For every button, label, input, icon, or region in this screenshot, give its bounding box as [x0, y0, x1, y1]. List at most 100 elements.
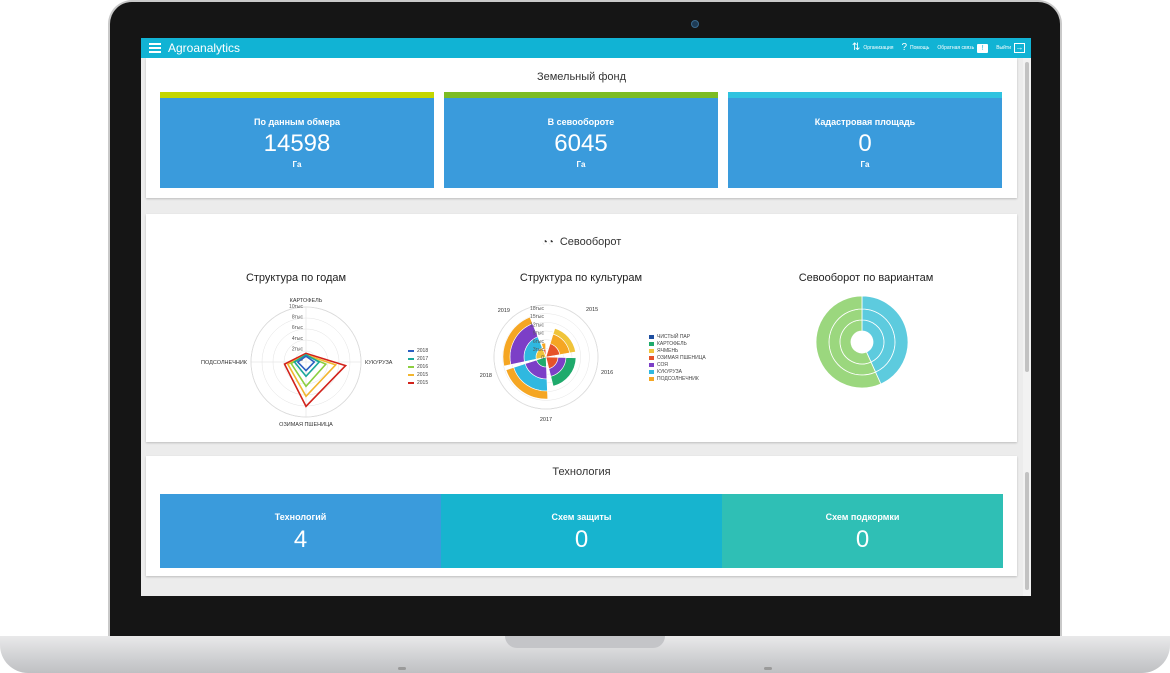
- radar-series-line: [286, 353, 338, 398]
- radar-series-line: [293, 353, 321, 378]
- help-link[interactable]: ? Помощь: [901, 43, 929, 53]
- card-accent-bar: [444, 92, 718, 98]
- legend-swatch: [408, 350, 414, 352]
- donut-segment: [815, 295, 882, 389]
- legend-item[interactable]: СОЯ: [649, 362, 668, 368]
- land-fund-card[interactable]: В севообороте 6045 Га: [444, 92, 718, 188]
- hamburger-icon[interactable]: [149, 43, 161, 53]
- logout-link[interactable]: Выйти →: [996, 43, 1025, 53]
- years-chart-title: Структура по годам: [245, 272, 347, 284]
- variants-chart-title: Севооборот по вариантам: [798, 272, 934, 284]
- legend-item[interactable]: КАРТОФЕЛЬ: [649, 341, 687, 347]
- legend-swatch: [649, 377, 654, 381]
- legend-label: 2015: [417, 372, 429, 378]
- scrollbar-thumb[interactable]: [1025, 62, 1029, 372]
- organization-label: Организация: [863, 45, 894, 51]
- app-title[interactable]: Agroanalytics: [168, 41, 241, 55]
- polar-year-label: 2017: [540, 417, 552, 423]
- polar-segment: [505, 367, 549, 400]
- legend-swatch: [649, 370, 654, 374]
- legend-item[interactable]: 2015: [408, 380, 428, 386]
- legend-swatch: [649, 349, 654, 353]
- technology-card[interactable]: Схем подкормки 0: [722, 494, 1003, 568]
- card-label: Схем подкормки: [825, 512, 900, 522]
- legend-label: КАРТОФЕЛЬ: [657, 341, 687, 347]
- legend-swatch: [408, 358, 414, 360]
- card-label: По данным обмера: [253, 117, 340, 127]
- exit-icon: →: [1014, 43, 1025, 53]
- dashboard-content: Земельный фонд По данным обмера 14598 Га В …: [141, 58, 1021, 596]
- polar-tick-label: 3тыс: [533, 347, 545, 353]
- legend-item[interactable]: ЧИСТЫЙ ПАР: [649, 334, 690, 340]
- card-label: Кадастровая площадь: [814, 117, 916, 127]
- legend-item[interactable]: 2017: [408, 356, 428, 362]
- radar-tick-label: 4тыс: [292, 336, 304, 342]
- legend-item[interactable]: 2018: [408, 348, 428, 354]
- rotation-title-text: Севооборот: [559, 236, 622, 248]
- chat-icon: !: [977, 43, 989, 53]
- card-unit: Га: [292, 160, 302, 169]
- radar-axis-label: КУКУРУЗА: [365, 360, 393, 366]
- legend-label: ПОДСОЛНЕЧНИК: [657, 376, 699, 382]
- card-unit: Га: [576, 160, 586, 169]
- legend-label: ЧИСТЫЙ ПАР: [657, 334, 691, 340]
- radar-axis-label: ОЗИМАЯ ПШЕНИЦА: [279, 422, 333, 428]
- camera-icon: [691, 20, 699, 28]
- top-bar: Agroanalytics ⇅ Организация ? Помощь Обр…: [141, 38, 1031, 58]
- land-fund-card[interactable]: Кадастровая площадь 0 Га: [728, 92, 1002, 188]
- card-value: 4: [293, 526, 308, 553]
- card-value: 0: [855, 526, 870, 553]
- card-unit: Га: [860, 160, 870, 169]
- polar-tick-label: 15тыс: [530, 314, 544, 320]
- technology-card[interactable]: Технологий 4: [160, 494, 441, 568]
- question-icon: ?: [901, 42, 908, 53]
- polar-year-label: 2018: [480, 373, 492, 379]
- legend-swatch: [408, 374, 414, 376]
- polar-tick-label: 0: [541, 355, 544, 361]
- radar-series-line: [283, 352, 348, 408]
- card-value: 0: [574, 526, 589, 553]
- variants-donut-chart: [815, 295, 909, 389]
- land-fund-card[interactable]: По данным обмера 14598 Га: [160, 92, 434, 188]
- glasses-icon: ◔◔: [541, 237, 554, 248]
- polar-year-label: 2015: [586, 307, 598, 313]
- radar-tick-label: 10тыс: [289, 304, 303, 310]
- technology-panel: Технология Технологий 4 Схем защиты 0 Схем п…: [146, 456, 1017, 576]
- polar-year-label: 2019: [498, 308, 510, 314]
- land-fund-title: Земельный фонд: [536, 71, 627, 83]
- legend-item[interactable]: КУКУРУЗА: [649, 369, 682, 375]
- organization-link[interactable]: ⇅ Организация: [852, 43, 894, 53]
- polar-year-label: 2016: [601, 370, 613, 376]
- legend-item[interactable]: ОЗИМАЯ ПШЕНИЦА: [649, 355, 706, 361]
- polar-segment: [552, 327, 576, 354]
- legend-label: ЯЧМЕНЬ: [657, 348, 679, 354]
- radar-axis-label: КАРТОФЕЛЬ: [290, 298, 323, 304]
- switch-icon: ⇅: [851, 42, 861, 53]
- legend-swatch: [649, 335, 654, 339]
- scrollbar[interactable]: [1023, 58, 1031, 596]
- polar-tick-label: 6тыс: [533, 339, 545, 345]
- legend-item[interactable]: ЯЧМЕНЬ: [649, 348, 678, 354]
- legend-item[interactable]: 2016: [408, 364, 428, 370]
- card-label: В севообороте: [547, 117, 615, 127]
- legend-label: КУКУРУЗА: [657, 369, 682, 375]
- legend-item[interactable]: 2015: [408, 372, 428, 378]
- polar-tick-label: 9тыс: [533, 331, 545, 337]
- feedback-label: Обратная связь: [937, 45, 975, 51]
- legend-label: 2015: [417, 380, 429, 386]
- legend-swatch: [408, 366, 414, 368]
- polar-grid-ring: [493, 304, 599, 410]
- laptop-foot: [398, 667, 406, 670]
- legend-item[interactable]: ПОДСОЛНЕЧНИК: [649, 376, 699, 382]
- laptop-base-notch: [505, 636, 665, 648]
- card-label: Схем защиты: [551, 512, 612, 522]
- feedback-link[interactable]: Обратная связь !: [937, 43, 989, 53]
- polar-segment: [502, 316, 533, 367]
- radar-tick-label: 8тыс: [292, 315, 304, 321]
- scrollbar-thumb[interactable]: [1025, 472, 1029, 590]
- polar-segment: [541, 342, 547, 350]
- technology-card[interactable]: Схем защиты 0: [441, 494, 722, 568]
- crops-chart-title: Структура по культурам: [519, 272, 643, 284]
- logout-label: Выйти: [996, 45, 1011, 51]
- legend-swatch: [408, 382, 414, 384]
